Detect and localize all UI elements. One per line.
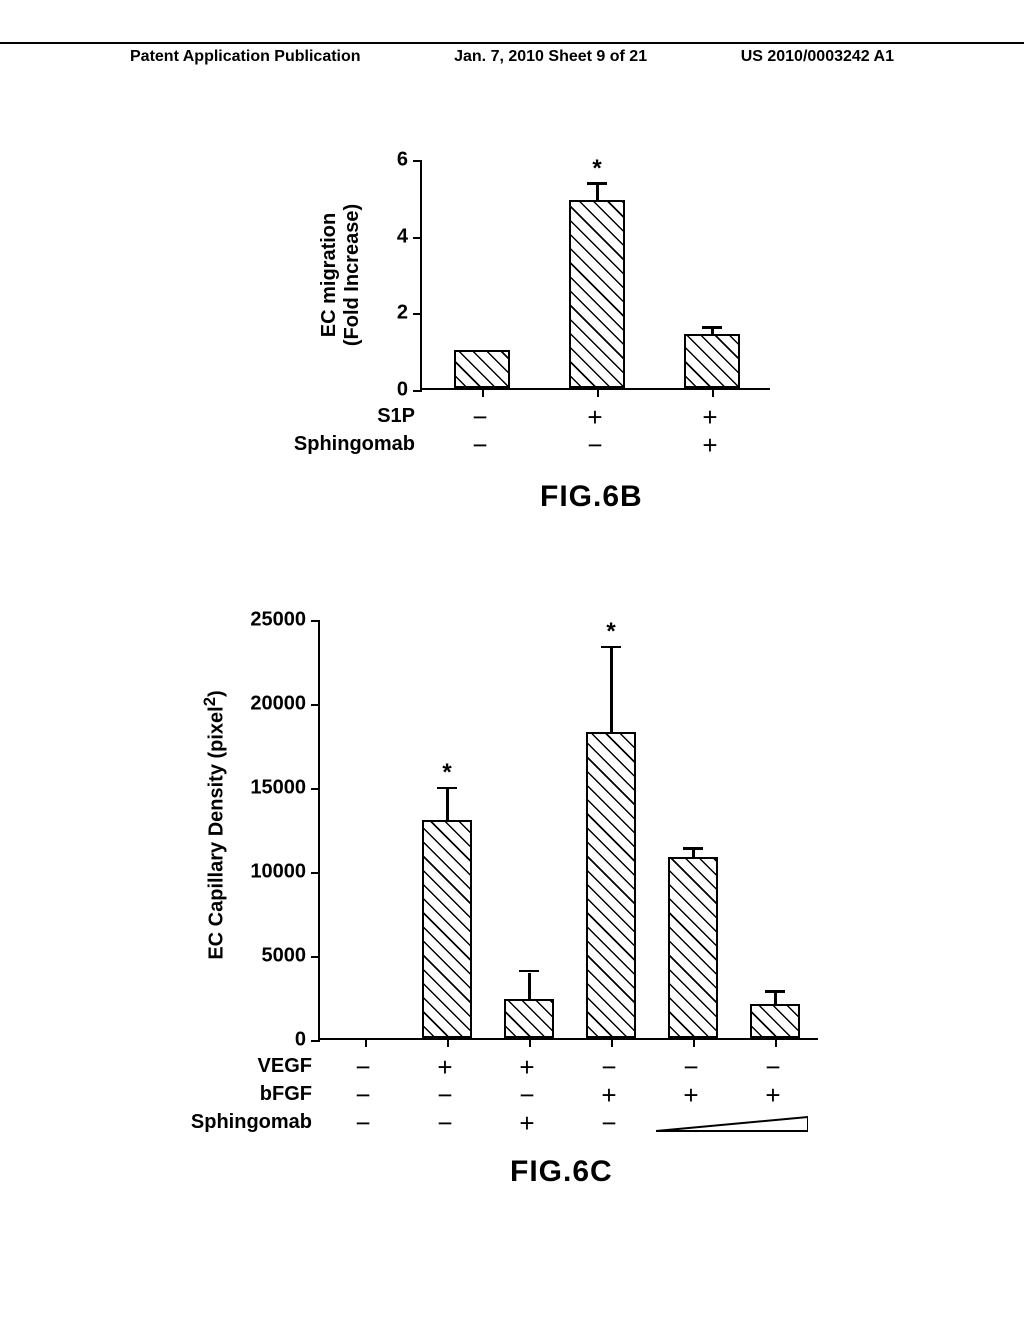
condition-value: −: [472, 435, 487, 455]
error-bar: [528, 973, 531, 1000]
x-tick: [693, 1038, 695, 1047]
y-tick: [311, 956, 320, 958]
y-tick: [311, 872, 320, 874]
condition-value: +: [437, 1057, 452, 1077]
y-tick: [413, 237, 422, 239]
y-tick: [311, 704, 320, 706]
y-tick-label: 25000: [250, 609, 306, 632]
bar: [668, 857, 718, 1038]
y-tick-label: 0: [295, 1029, 306, 1052]
condition-value: +: [683, 1085, 698, 1105]
bar: [569, 200, 625, 388]
figure-6c: EC Capillary Density (pixel2) 0 5000 10000…: [170, 600, 870, 1200]
wedge-icon: [656, 1115, 808, 1138]
bar: [586, 732, 636, 1038]
x-tick: [611, 1038, 613, 1047]
error-bar: [610, 648, 613, 732]
error-bar: [446, 789, 449, 819]
y-tick-label: 2: [397, 302, 408, 325]
condition-value: −: [765, 1057, 780, 1077]
x-tick: [482, 388, 484, 397]
condition-value: +: [519, 1057, 534, 1077]
header-left: Patent Application Publication: [130, 48, 361, 66]
y-tick: [311, 788, 320, 790]
error-cap: [683, 847, 703, 850]
condition-value: +: [601, 1085, 616, 1105]
condition-value: +: [702, 435, 717, 455]
condition-value: −: [601, 1113, 616, 1133]
condition-value: +: [587, 407, 602, 427]
y-tick-label: 6: [397, 149, 408, 172]
significance-star: *: [592, 155, 601, 183]
header-center: Jan. 7, 2010 Sheet 9 of 21: [454, 48, 647, 66]
bar: [422, 820, 472, 1038]
error-bar: [711, 329, 714, 335]
y-tick-label: 20000: [250, 693, 306, 716]
condition-label: Sphingomab: [294, 433, 415, 456]
significance-star: *: [606, 618, 615, 646]
condition-value: +: [519, 1113, 534, 1133]
header-right: US 2010/0003242 A1: [741, 48, 894, 66]
condition-value: −: [355, 1085, 370, 1105]
y-tick: [311, 620, 320, 622]
condition-value: +: [765, 1085, 780, 1105]
y-axis-title-b: EC migration (Fold Increase): [318, 204, 364, 346]
error-bar: [692, 850, 695, 857]
x-tick: [597, 388, 599, 397]
bar: [504, 999, 554, 1038]
condition-value: −: [683, 1057, 698, 1077]
plot-area-b: 0246*: [420, 160, 770, 390]
figure-6b: EC migration (Fold Increase) 0246* S1P−+…: [310, 140, 810, 520]
condition-value: −: [601, 1057, 616, 1077]
error-bar: [774, 993, 777, 1005]
page-header: Patent Application Publication Jan. 7, 2…: [0, 42, 1024, 66]
bar: [750, 1004, 800, 1038]
condition-value: −: [472, 407, 487, 427]
x-tick: [529, 1038, 531, 1047]
x-tick: [775, 1038, 777, 1047]
plot-area-c: 0500010000150002000025000**: [318, 620, 818, 1040]
condition-label: S1P: [377, 405, 415, 428]
y-tick-label: 10000: [250, 861, 306, 884]
condition-label: bFGF: [260, 1083, 312, 1106]
y-tick: [311, 1040, 320, 1042]
y-tick-label: 5000: [262, 945, 307, 968]
y-tick: [413, 160, 422, 162]
x-tick: [365, 1038, 367, 1047]
condition-value: −: [355, 1057, 370, 1077]
y-tick: [413, 313, 422, 315]
condition-value: −: [519, 1085, 534, 1105]
condition-value: −: [587, 435, 602, 455]
y-tick: [413, 390, 422, 392]
condition-label: Sphingomab: [191, 1111, 312, 1134]
x-tick: [447, 1038, 449, 1047]
caption-b: FIG.6B: [540, 480, 643, 514]
condition-value: −: [437, 1113, 452, 1133]
x-tick: [712, 388, 714, 397]
y-tick-label: 15000: [250, 777, 306, 800]
significance-star: *: [442, 759, 451, 787]
condition-label: VEGF: [258, 1055, 312, 1078]
y-axis-title-c: EC Capillary Density (pixel2): [200, 690, 229, 959]
y-tick-label: 0: [397, 379, 408, 402]
caption-c: FIG.6C: [510, 1155, 613, 1189]
error-cap: [702, 326, 722, 329]
bar: [684, 334, 740, 388]
y-tick-label: 4: [397, 225, 408, 248]
error-cap: [765, 990, 785, 993]
condition-value: −: [437, 1085, 452, 1105]
error-bar: [596, 185, 599, 200]
error-cap: [519, 970, 539, 973]
bar: [454, 350, 510, 388]
condition-value: −: [355, 1113, 370, 1133]
condition-value: +: [702, 407, 717, 427]
